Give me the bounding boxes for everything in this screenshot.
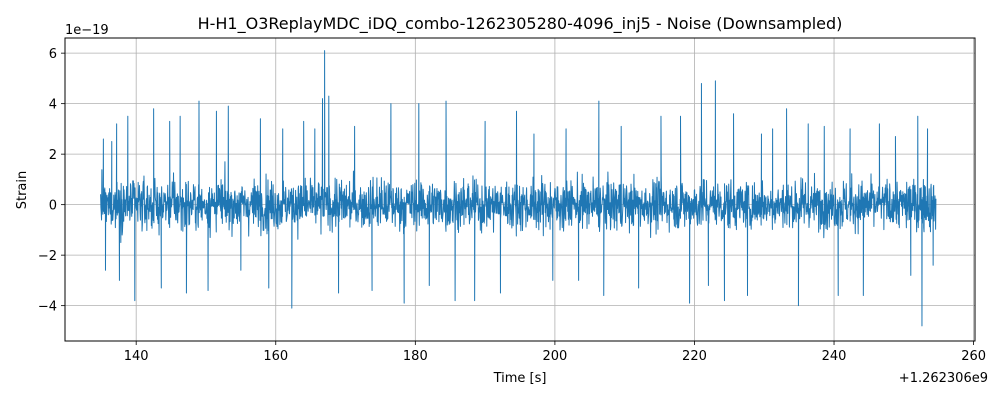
chart-title: H-H1_O3ReplayMDC_iDQ_combo-1262305280-40…	[198, 14, 843, 34]
y-axis-label: Strain	[15, 171, 30, 210]
y-axis-ticks: −4 −2 0 2 4 6	[38, 47, 65, 315]
x-tick-label: 220	[682, 349, 707, 364]
x-axis-label: Time [s]	[493, 371, 547, 386]
x-tick-label: 260	[961, 349, 986, 364]
y-tick-label: 4	[49, 98, 57, 113]
series-strain	[100, 50, 937, 327]
y-tick-label: 2	[49, 148, 57, 163]
y-axis-scale-label: 1e−19	[65, 23, 109, 38]
x-tick-label: 200	[542, 349, 567, 364]
x-tick-label: 180	[403, 349, 428, 364]
y-tick-label: −2	[38, 249, 57, 264]
y-tick-label: −4	[38, 300, 57, 315]
y-tick-label: 6	[49, 47, 57, 62]
strain-noise-line	[100, 50, 937, 327]
x-tick-label: 240	[822, 349, 847, 364]
x-tick-label: 140	[124, 349, 149, 364]
y-tick-label: 0	[49, 199, 57, 214]
plot-frame	[64, 37, 976, 342]
x-axis-ticks: 140 160 180 200 220 240 260	[124, 341, 986, 364]
x-tick-label: 160	[263, 349, 288, 364]
x-axis-offset-label: +1.262306e9	[899, 371, 988, 386]
